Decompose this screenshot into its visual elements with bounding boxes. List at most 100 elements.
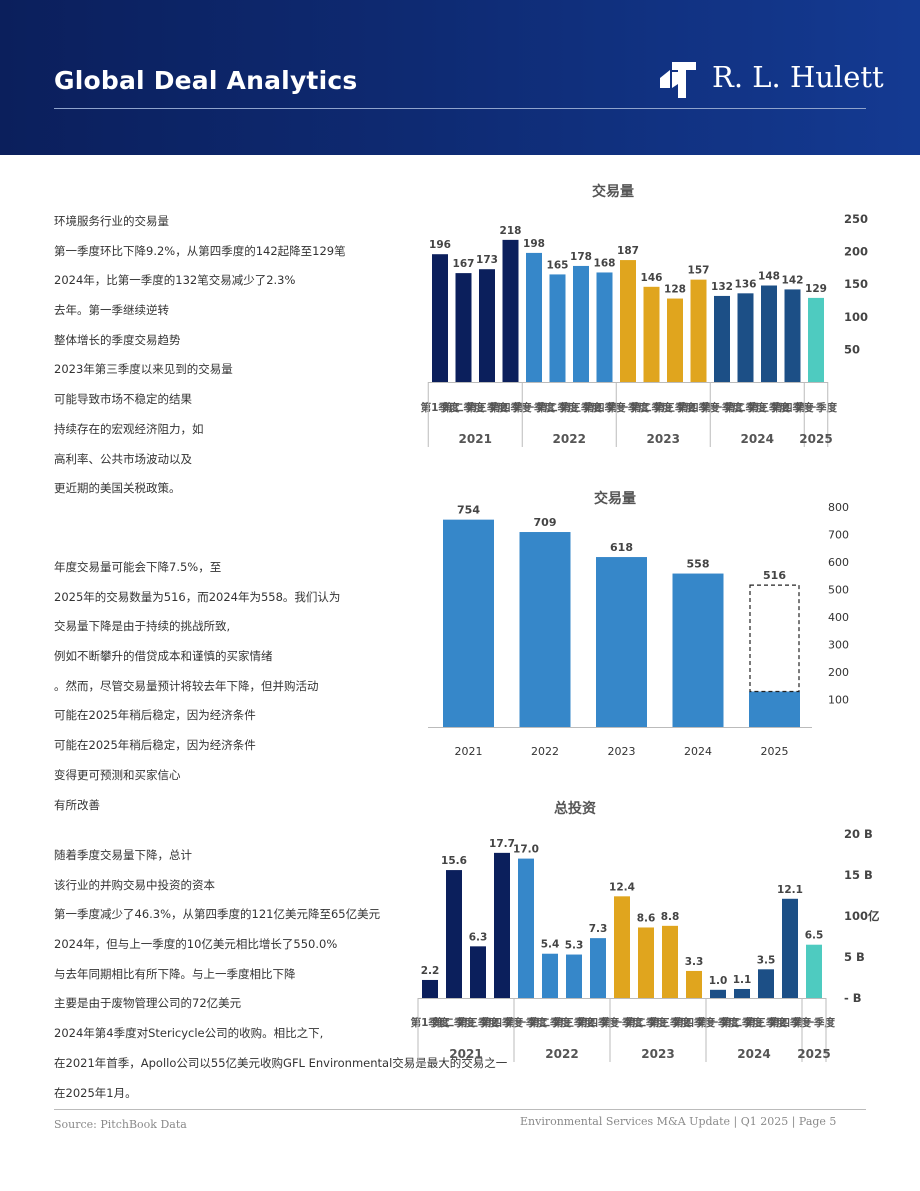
- bar: [638, 927, 654, 998]
- annual-deal-volume-chart: 交易量 754 2021 709 2022 618 2023 558 2024 516 2025 1…: [420, 482, 880, 767]
- bar: [734, 988, 750, 998]
- x-tick-label: 2025: [761, 745, 789, 758]
- data-label: 5.3: [565, 940, 584, 952]
- y-tick-label: 200: [844, 245, 868, 259]
- data-label: 618: [610, 541, 633, 554]
- x-tick-label: 第二季度: [625, 1016, 667, 1029]
- data-label: 12.4: [609, 881, 635, 893]
- bar: [455, 273, 472, 382]
- text-line: 第一季度环比下降9.2%，从第四季度的142起降至129笔: [54, 243, 346, 258]
- bar: [686, 970, 702, 998]
- x-tick-label: 第四季度: [772, 401, 814, 414]
- y-tick-label: 600: [828, 556, 849, 569]
- source-note: Source: PitchBook Data: [54, 1118, 187, 1131]
- x-tick-label: 第一季度: [793, 1016, 835, 1029]
- data-label: 136: [735, 278, 757, 290]
- x-tick-label: 第二季度: [631, 401, 673, 414]
- bar-actual: [749, 691, 800, 727]
- bar: [806, 944, 822, 998]
- footer-divider: [54, 1109, 866, 1110]
- data-label: 8.6: [637, 912, 656, 924]
- text-line: 2024年，比第一季度的132笔交易减少了2.3%: [54, 273, 296, 288]
- text-line: 与去年同期相比有所下降。与上一季度相比下降: [54, 966, 296, 981]
- y-tick-label: 15 B: [844, 868, 873, 882]
- x-tick-label: 第三季度: [649, 1016, 691, 1029]
- capital-invested-chart: 总投资 2.2 第1季度 15.6 第二季度 6.3 第三季度 17.7 第四季度 17.0 第一…: [410, 792, 880, 1072]
- year-label: 2023: [641, 1047, 674, 1061]
- x-tick-label: 第一季度: [601, 1016, 643, 1029]
- x-tick-label: 第一季度: [697, 1016, 739, 1029]
- text-line: 2024年，但与上一季度的10亿美元相比增长了550.0%: [54, 937, 338, 952]
- data-label: 168: [594, 257, 616, 269]
- data-label: 17.0: [513, 844, 539, 856]
- year-label: 2024: [741, 432, 774, 446]
- y-tick-label: 700: [828, 529, 849, 542]
- data-label: 198: [523, 238, 545, 250]
- x-tick-label: 第三季度: [654, 401, 696, 414]
- quarterly-deal-volume-chart: 交易量 196 第1季度 167 第二季度 173 第三季度 218 第四季度 198 第一季度 1…: [420, 175, 880, 455]
- text-line: 更近期的美国关税政策。: [54, 481, 181, 496]
- y-tick-label: 500: [828, 584, 849, 597]
- chart-title: 总投资: [554, 801, 596, 817]
- x-tick-label: 第二季度: [721, 1016, 763, 1029]
- year-label: 2025: [799, 432, 832, 446]
- text-line: 该行业的并购交易中投资的资本: [54, 877, 215, 892]
- text-line: 持续存在的宏观经济阻力，如: [54, 421, 204, 436]
- data-label: 167: [453, 258, 475, 270]
- x-tick-label: 第一季度: [701, 401, 743, 414]
- x-tick-label: 第三季度: [457, 1016, 499, 1029]
- text-line: 随着季度交易量下降，总计: [54, 848, 192, 862]
- x-tick-label: 第三季度: [748, 401, 790, 414]
- bar: [519, 532, 571, 727]
- text-block-deal-volume: 环境服务行业的交易量 第一季度环比下降9.2%，从第四季度的142起降至129笔 2…: [54, 214, 346, 511]
- bar: [784, 289, 801, 382]
- bar-projection: [749, 584, 800, 693]
- data-label: 173: [476, 254, 498, 266]
- data-label: 3.3: [685, 956, 704, 968]
- text-line: 年度交易量可能会下降7.5%，至: [54, 560, 222, 574]
- data-label: 516: [763, 569, 786, 582]
- x-tick-label: 第三季度: [745, 1016, 787, 1029]
- data-label: 148: [758, 271, 780, 283]
- text-line: 2025年的交易数量为516，而2024年为558。我们认为: [54, 589, 341, 604]
- y-tick-label: 250: [844, 212, 868, 226]
- data-label: 3.5: [757, 954, 776, 966]
- y-tick-label: 400: [828, 611, 849, 624]
- data-label: 196: [429, 239, 451, 251]
- data-label: 709: [534, 516, 557, 529]
- text-block-annual-volume: 年度交易量可能会下降7.5%，至 2025年的交易数量为516，而2024年为55…: [54, 560, 340, 827]
- bar: [690, 279, 707, 382]
- data-label: 218: [500, 225, 522, 237]
- bar: [737, 293, 754, 382]
- data-label: 129: [805, 283, 827, 295]
- y-tick-label: 100: [828, 694, 849, 707]
- page-header: Global Deal Analytics R. L. Hulett: [0, 0, 920, 155]
- year-label: 2025: [797, 1047, 830, 1061]
- bar: [542, 953, 558, 998]
- text-line: 去年。第一季继续逆转: [54, 303, 169, 318]
- data-label: 8.8: [661, 911, 680, 923]
- text-line: 第一季度减少了46.3%，从第四季度的121亿美元降至65亿美元: [54, 907, 381, 922]
- bar: [479, 269, 495, 382]
- bar: [614, 896, 630, 998]
- chart-title: 交易量: [592, 184, 634, 200]
- x-tick-label: 2023: [608, 745, 636, 758]
- x-tick-label: 第1季度: [421, 401, 460, 414]
- x-tick-label: 第一季度: [607, 401, 649, 414]
- x-tick-label: 第一季度: [505, 1016, 547, 1029]
- bar: [672, 573, 724, 727]
- data-label: 7.3: [589, 923, 608, 935]
- bar: [643, 286, 660, 382]
- year-label: 2021: [449, 1047, 482, 1061]
- bar: [808, 297, 824, 382]
- quarterly-deal-volume-svg: 196 第1季度 167 第二季度 173 第三季度 218 第四季度 198 第一季度 165 第二…: [421, 212, 868, 447]
- data-label: 165: [547, 259, 569, 271]
- y-tick-label: 5 B: [844, 950, 865, 964]
- text-line: 2024年第4季度对Stericycle公司的收购。相比之下,: [54, 1026, 324, 1041]
- y-tick-label: - B: [844, 991, 862, 1005]
- x-tick-label: 第四季度: [577, 1016, 619, 1029]
- x-tick-label: 第四季度: [678, 401, 720, 414]
- year-label: 2023: [647, 432, 680, 446]
- y-tick-label: 200: [828, 666, 849, 679]
- year-label: 2024: [737, 1047, 770, 1061]
